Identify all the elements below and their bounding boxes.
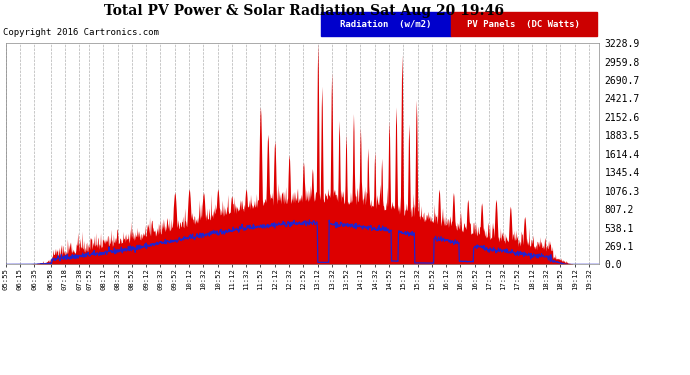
Text: Total PV Power & Solar Radiation Sat Aug 20 19:46: Total PV Power & Solar Radiation Sat Aug…	[104, 4, 504, 18]
Bar	[321, 12, 451, 36]
Text: Radiation  (w/m2): Radiation (w/m2)	[340, 20, 431, 28]
Text: Copyright 2016 Cartronics.com: Copyright 2016 Cartronics.com	[3, 28, 159, 37]
Text: PV Panels  (DC Watts): PV Panels (DC Watts)	[467, 20, 580, 28]
Bar	[451, 12, 597, 36]
